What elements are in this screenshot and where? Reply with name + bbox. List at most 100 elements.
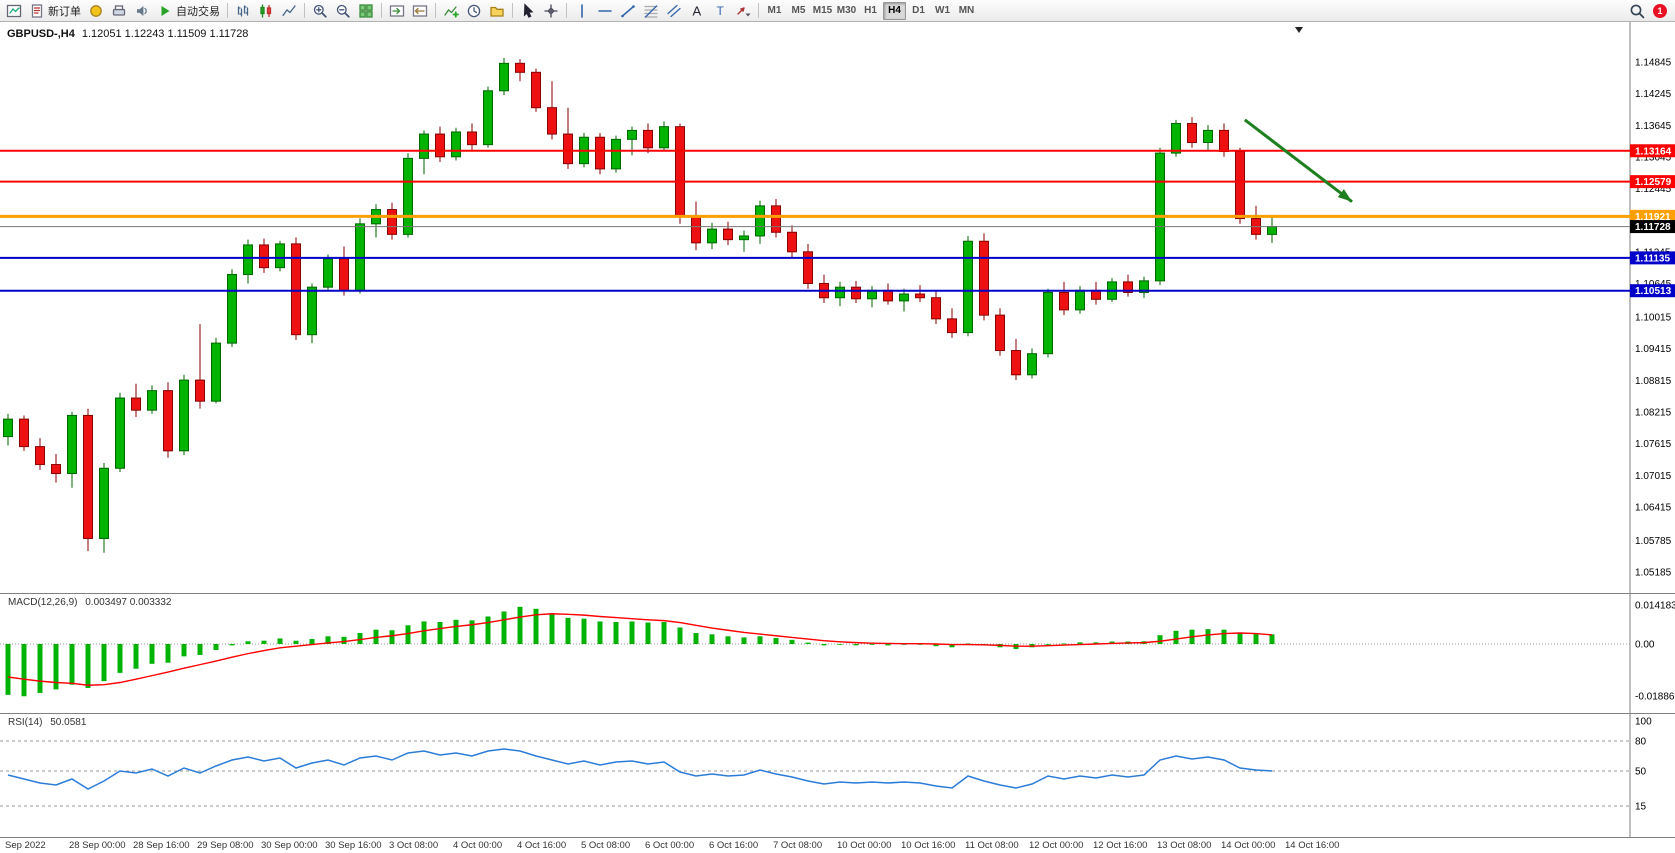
rsi-axis-label: 50 bbox=[1635, 767, 1647, 778]
macd-histogram-bar bbox=[277, 638, 283, 644]
notification-badge[interactable]: 1 bbox=[1653, 3, 1667, 18]
macd-histogram-bar bbox=[597, 621, 603, 644]
macd-histogram-bar bbox=[341, 636, 347, 644]
macd-histogram-bar bbox=[629, 621, 635, 644]
price-axis-label: 1.13645 bbox=[1635, 121, 1672, 132]
market-watch-button[interactable] bbox=[85, 1, 107, 21]
bull-candle bbox=[627, 129, 637, 140]
zoomout-icon bbox=[336, 4, 350, 18]
time-axis[interactable]: Sep 2022 28 Sep 00:00 28 Sep 16:00 29 Sep 0… bbox=[0, 837, 1675, 853]
rsi-panel: RSI(14) 50.0581 100 80 50 15 bbox=[0, 713, 1675, 837]
macd-histogram-bar bbox=[37, 643, 43, 693]
macd-histogram-bar bbox=[533, 608, 539, 644]
print-button[interactable] bbox=[108, 1, 130, 21]
auto-scroll-button[interactable] bbox=[386, 1, 408, 21]
crosshair-button[interactable] bbox=[540, 1, 562, 21]
time-axis-label: 11 Oct 08:00 bbox=[965, 840, 1019, 851]
bear-candle bbox=[931, 297, 941, 320]
bear-candle bbox=[1011, 350, 1021, 376]
price-line-badge-label: 1.11921 bbox=[1635, 212, 1671, 223]
line-chart-button[interactable] bbox=[278, 1, 300, 21]
alerts-button[interactable] bbox=[131, 1, 153, 21]
macd-histogram-bar bbox=[485, 616, 491, 644]
text-label-button[interactable]: T bbox=[709, 1, 731, 21]
time-axis-label: 28 Sep 00:00 bbox=[69, 840, 126, 851]
timeframe-m30-button[interactable]: M30 bbox=[836, 5, 857, 16]
price-line-badge-label: 1.11728 bbox=[1635, 222, 1671, 233]
candles-icon bbox=[260, 3, 272, 18]
periods-button[interactable] bbox=[463, 1, 485, 21]
zoomin-icon bbox=[313, 4, 327, 18]
bear-candle bbox=[995, 314, 1005, 352]
bear-candle bbox=[291, 243, 301, 336]
equidistant-channel-button[interactable] bbox=[663, 1, 685, 21]
macd-histogram-bar bbox=[181, 643, 187, 657]
zoom-out-button[interactable] bbox=[332, 1, 354, 21]
bear-candle bbox=[83, 414, 93, 539]
cursor-icon bbox=[523, 2, 534, 18]
chart-shift-marker[interactable] bbox=[1295, 27, 1303, 33]
timeframe-d1-button[interactable]: D1 bbox=[912, 5, 925, 16]
chart-window-button[interactable] bbox=[3, 1, 25, 21]
bull-candle bbox=[147, 390, 157, 411]
macd-histogram-bar bbox=[885, 643, 891, 646]
bear-candle bbox=[35, 446, 45, 466]
text-button[interactable]: A bbox=[686, 1, 708, 21]
trend-arrow-object[interactable] bbox=[1243, 118, 1353, 203]
cursor-button[interactable] bbox=[517, 1, 539, 21]
bear-candle bbox=[675, 126, 685, 217]
arrows-button[interactable] bbox=[732, 1, 754, 21]
fibonacci-button[interactable] bbox=[640, 1, 662, 21]
macd-chart[interactable]: 0.014183 0.00 -0.018869 bbox=[0, 594, 1675, 713]
symbol-timeframe-label: GBPUSD-,H4 bbox=[7, 28, 75, 40]
price-chart[interactable]: 1.148451.142451.136451.130451.124451.118… bbox=[0, 22, 1675, 593]
candlestick-chart-button[interactable] bbox=[255, 1, 277, 21]
timeframe-h1-button[interactable]: H1 bbox=[864, 5, 877, 16]
bull-candle bbox=[451, 131, 461, 158]
macd-histogram-bar bbox=[1093, 642, 1099, 644]
macd-histogram-bar bbox=[1253, 634, 1259, 644]
channels-icon bbox=[667, 4, 681, 17]
macd-histogram-bar bbox=[405, 625, 411, 644]
textA-icon: A bbox=[693, 3, 702, 18]
macd-name: MACD(12,26,9) bbox=[8, 597, 78, 608]
timeframe-m1-button[interactable]: M1 bbox=[767, 5, 782, 16]
macd-histogram-bar bbox=[757, 636, 763, 644]
zoom-in-button[interactable] bbox=[309, 1, 331, 21]
tile-windows-button[interactable] bbox=[355, 1, 377, 21]
bull-candle bbox=[67, 414, 77, 475]
toolbar-right: 1 bbox=[1626, 1, 1672, 21]
timeframe-m15-button[interactable]: M15 bbox=[812, 5, 833, 16]
search-button[interactable] bbox=[1626, 1, 1648, 21]
bear-candle bbox=[771, 205, 781, 233]
timeframe-m5-button[interactable]: M5 bbox=[791, 5, 806, 16]
macd-panel: MACD(12,26,9) 0.003497 0.003332 0.014183… bbox=[0, 593, 1675, 713]
template-icon bbox=[490, 6, 504, 17]
timeframe-w1-button[interactable]: W1 bbox=[935, 5, 950, 16]
bull-candle bbox=[227, 274, 237, 344]
bear-candle bbox=[1219, 129, 1229, 152]
templates-button[interactable] bbox=[486, 1, 508, 21]
new-order-button[interactable]: 新订单 bbox=[26, 1, 84, 21]
bull-candle bbox=[99, 467, 109, 539]
chart-shift-button[interactable] bbox=[409, 1, 431, 21]
chartshift-icon bbox=[412, 4, 428, 17]
horizontal-line-button[interactable] bbox=[594, 1, 616, 21]
vertical-line-button[interactable] bbox=[571, 1, 593, 21]
bar-chart-button[interactable] bbox=[232, 1, 254, 21]
rsi-line bbox=[7, 748, 1273, 790]
price-line-badge bbox=[1630, 220, 1675, 234]
svg-text:T: T bbox=[717, 4, 725, 18]
trendline-button[interactable] bbox=[617, 1, 639, 21]
bear-candle bbox=[979, 240, 989, 316]
bear-candle bbox=[563, 133, 573, 165]
rsi-chart[interactable]: 100 80 50 15 bbox=[0, 714, 1675, 837]
shapes-icon bbox=[737, 6, 751, 16]
auto-trading-button[interactable]: 自动交易 bbox=[154, 1, 223, 21]
bull-candle bbox=[707, 228, 717, 244]
timeframe-h4-button[interactable]: H4 bbox=[883, 1, 906, 20]
indicators-button[interactable] bbox=[440, 1, 462, 21]
bull-candle bbox=[115, 397, 125, 469]
bull-candle bbox=[739, 235, 749, 241]
timeframe-mn-button[interactable]: MN bbox=[958, 5, 975, 16]
